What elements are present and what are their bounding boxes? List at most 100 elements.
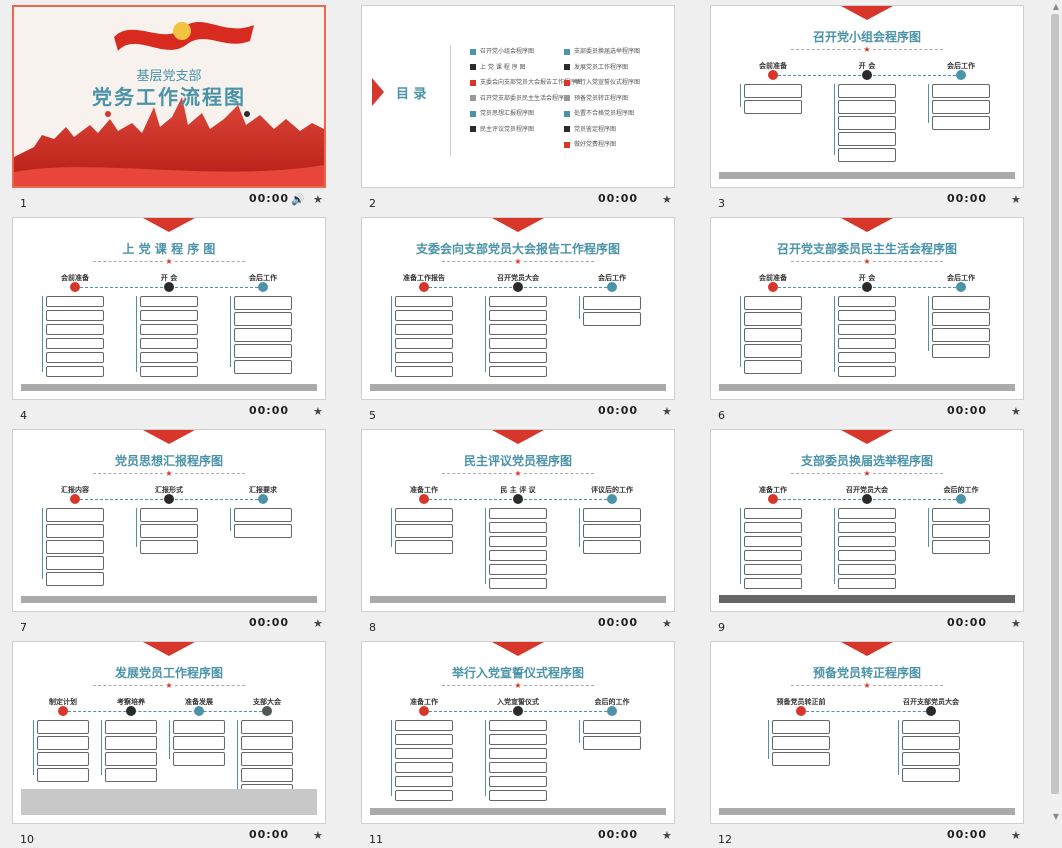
toc-item[interactable]: 处置不合格党员程序图 xyxy=(564,108,634,117)
slide-thumbnail-11[interactable]: 举行入党宣誓仪式程序图 ★ 准备工作 入党宣誓仪式 会后的工作 xyxy=(361,641,675,824)
slide-thumbnail-3[interactable]: 召开党小组会程序图 ★ 会前准备 开 会 会后工作 xyxy=(710,5,1024,188)
flow-node-dot xyxy=(956,70,966,80)
slide-cell-6[interactable]: 召开党支部委员民主生活会程序图 ★ 会前准备开 会会后工作 6 00:00 ★ xyxy=(698,212,1030,424)
slide-thumbnail-9[interactable]: 支部委员换届选举程序图 ★ 准备工作 召开党员大会 会后的工作 xyxy=(710,429,1024,612)
flow-node-dot xyxy=(956,494,966,504)
star-icon[interactable]: ★ xyxy=(313,193,323,206)
toc-item[interactable]: 发展党员工作程序图 xyxy=(564,62,628,71)
flow-connector xyxy=(579,720,580,743)
slide-thumbnail-8[interactable]: 民主评议党员程序图 ★ 准备工作 民 主 评 议 评议后的工作 xyxy=(361,429,675,612)
toc-item[interactable]: 做好党费程序图 xyxy=(564,139,616,148)
flow-node-dot xyxy=(862,70,872,80)
flow-connector xyxy=(42,508,43,579)
flow-connector xyxy=(136,296,137,372)
toc-item[interactable]: 举行入党宣誓仪式程序图 xyxy=(564,77,640,86)
toc-item[interactable]: 支部委员换届选举程序图 xyxy=(564,46,640,55)
scroll-down-icon[interactable]: ▼ xyxy=(1052,812,1059,821)
toc-item-label: 党员思想汇报程序图 xyxy=(480,110,535,117)
star-decoration-icon: ★ xyxy=(863,257,871,266)
flow-column-heading: 会前准备 xyxy=(759,274,787,282)
star-icon[interactable]: ★ xyxy=(1011,829,1021,842)
star-icon[interactable]: ★ xyxy=(1011,617,1021,630)
toc-item[interactable]: 召开党支部委员民主生活会程序图 xyxy=(470,93,570,102)
flow-step-box xyxy=(395,296,453,307)
toc-item[interactable]: 预备党员转正程序图 xyxy=(564,93,628,102)
flow-connector xyxy=(834,296,835,372)
slide-thumbnail-4[interactable]: 上 党 课 程 序 图 ★ 会前准备 开 会 会后工作 xyxy=(12,217,326,400)
slide-cell-4[interactable]: 上 党 课 程 序 图 ★ 会前准备开 会会后工作 4 00:00 ★ xyxy=(0,212,332,424)
scroll-thumb[interactable] xyxy=(1051,14,1059,794)
flow-step-box xyxy=(395,720,453,731)
star-icon[interactable]: ★ xyxy=(1011,405,1021,418)
slide-number: 8 xyxy=(369,621,376,634)
slide-thumbnail-6[interactable]: 召开党支部委员民主生活会程序图 ★ 会前准备 开 会 会后工作 xyxy=(710,217,1024,400)
slide-cell-2[interactable]: 目 录 召开党小组会程序图上 党 课 程 序 图支委会向支部党员大会报告工作程序… xyxy=(349,0,681,212)
flow-node-dot xyxy=(513,494,523,504)
toc-item[interactable]: 上 党 课 程 序 图 xyxy=(470,62,526,71)
flow-connector xyxy=(834,508,835,584)
vertical-scrollbar[interactable]: ▲ ▼ xyxy=(1048,0,1062,823)
toc-item[interactable]: 支委会向支部党员大会报告工作程序图 xyxy=(470,77,582,86)
toc-item[interactable]: 召开党小组会程序图 xyxy=(470,46,534,55)
slide-number: 12 xyxy=(718,833,732,846)
star-icon[interactable]: ★ xyxy=(1011,193,1021,206)
slide-cell-3[interactable]: 召开党小组会程序图 ★ 会前准备开 会会后工作 3 00:00 ★ xyxy=(698,0,1030,212)
star-icon[interactable]: ★ xyxy=(313,617,323,630)
slide-cell-9[interactable]: 支部委员换届选举程序图 ★ 准备工作 召开党员大会 会后的工作 9 00:00 ★ xyxy=(698,424,1030,636)
toc-item[interactable]: 党员鉴定程序图 xyxy=(564,124,616,133)
flow-step-box xyxy=(234,360,292,374)
flow-step-box xyxy=(744,578,802,589)
flow-step-box xyxy=(395,734,453,745)
dashed-rule xyxy=(442,261,512,262)
slide-title: 支委会向支部党员大会报告工作程序图 xyxy=(415,242,620,256)
star-decoration-icon: ★ xyxy=(514,469,522,478)
slide-cell-8[interactable]: 民主评议党员程序图 ★ 准备工作民 主 评 议评议后的工作 8 00:00 ★ xyxy=(349,424,681,636)
dashed-rule xyxy=(175,685,245,686)
flow-step-box xyxy=(140,324,198,335)
flow-connector xyxy=(768,720,769,759)
flow-node-dot xyxy=(126,706,136,716)
star-icon[interactable]: ★ xyxy=(313,829,323,842)
slide-cell-7[interactable]: 党员思想汇报程序图 ★ 汇报内容 汇报形式 汇报要求 7 00:00 ★ xyxy=(0,424,332,636)
slide-cell-11[interactable]: 举行入党宣誓仪式程序图 ★ 准备工作 入党宣誓仪式 会后的工作 11 00:00 ★ xyxy=(349,636,681,848)
flow-node-dot xyxy=(258,494,268,504)
flow-column-heading: 开 会 xyxy=(858,62,876,70)
flow-step-box xyxy=(140,296,198,307)
star-icon[interactable]: ★ xyxy=(662,829,672,842)
flow-column-heading: 入党宣誓仪式 xyxy=(497,698,539,706)
dashed-rule xyxy=(93,473,163,474)
flow-connector xyxy=(801,711,931,712)
star-icon[interactable]: ★ xyxy=(662,405,672,418)
flow-step-box xyxy=(234,344,292,358)
toc-item[interactable]: 党员思想汇报程序图 xyxy=(470,108,534,117)
star-icon[interactable]: ★ xyxy=(662,193,672,206)
slide-cell-10[interactable]: 发展党员工作程序图 ★ 制定计划 考察培养 准备发展 支部大会 10 00:00 ★ xyxy=(0,636,332,848)
slide-timing: 00:00 xyxy=(947,616,988,629)
slide-thumbnail-7[interactable]: 党员思想汇报程序图 ★ 汇报内容 汇报形式 汇报要求 xyxy=(12,429,326,612)
slide-cell-1[interactable]: 基层党支部 党务工作流程图 1 00:00 🔊 ★ xyxy=(0,0,332,212)
scroll-up-icon[interactable]: ▲ xyxy=(1052,2,1059,11)
flow-step-box xyxy=(583,312,641,326)
slide-thumbnail-10[interactable]: 发展党员工作程序图 ★ 制定计划 考察培养 准备发展 支部大会 xyxy=(12,641,326,824)
bullet-square-icon xyxy=(564,141,570,148)
slide-thumbnail-2[interactable]: 目 录 召开党小组会程序图上 党 课 程 序 图支委会向支部党员大会报告工作程序… xyxy=(361,5,675,188)
flow-step-box xyxy=(46,540,104,554)
flow-connector xyxy=(485,720,486,796)
star-icon[interactable]: ★ xyxy=(662,617,672,630)
slide-thumbnail-1[interactable]: 基层党支部 党务工作流程图 xyxy=(12,5,326,188)
star-icon[interactable]: ★ xyxy=(313,405,323,418)
bullet-square-icon xyxy=(470,79,476,86)
toc-item[interactable]: 民主评议党员程序图 xyxy=(470,124,534,133)
star-decoration-icon: ★ xyxy=(165,257,173,266)
flow-column-heading: 汇报要求 xyxy=(249,486,277,494)
slide-thumbnail-5[interactable]: 支委会向支部党员大会报告工作程序图 ★ 准备工作报告 召开党员大会 会后工作 xyxy=(361,217,675,400)
flow-step-box xyxy=(489,296,547,307)
star-decoration-icon: ★ xyxy=(514,257,522,266)
bullet-square-icon xyxy=(564,95,570,101)
flow-step-box xyxy=(173,720,225,734)
speaker-icon[interactable]: 🔊 xyxy=(291,193,305,206)
slide-cell-12[interactable]: 预备党员转正程序图 ★ 预备党员转正前 召开支部党员大会 12 00:00 ★ xyxy=(698,636,1030,848)
slide-cell-5[interactable]: 支委会向支部党员大会报告工作程序图 ★ 准备工作报告 召开党员大会 会后工作 5 00:00… xyxy=(349,212,681,424)
slide-thumbnail-12[interactable]: 预备党员转正程序图 ★ 预备党员转正前 召开支部党员大会 xyxy=(710,641,1024,824)
flow-step-box xyxy=(744,564,802,575)
